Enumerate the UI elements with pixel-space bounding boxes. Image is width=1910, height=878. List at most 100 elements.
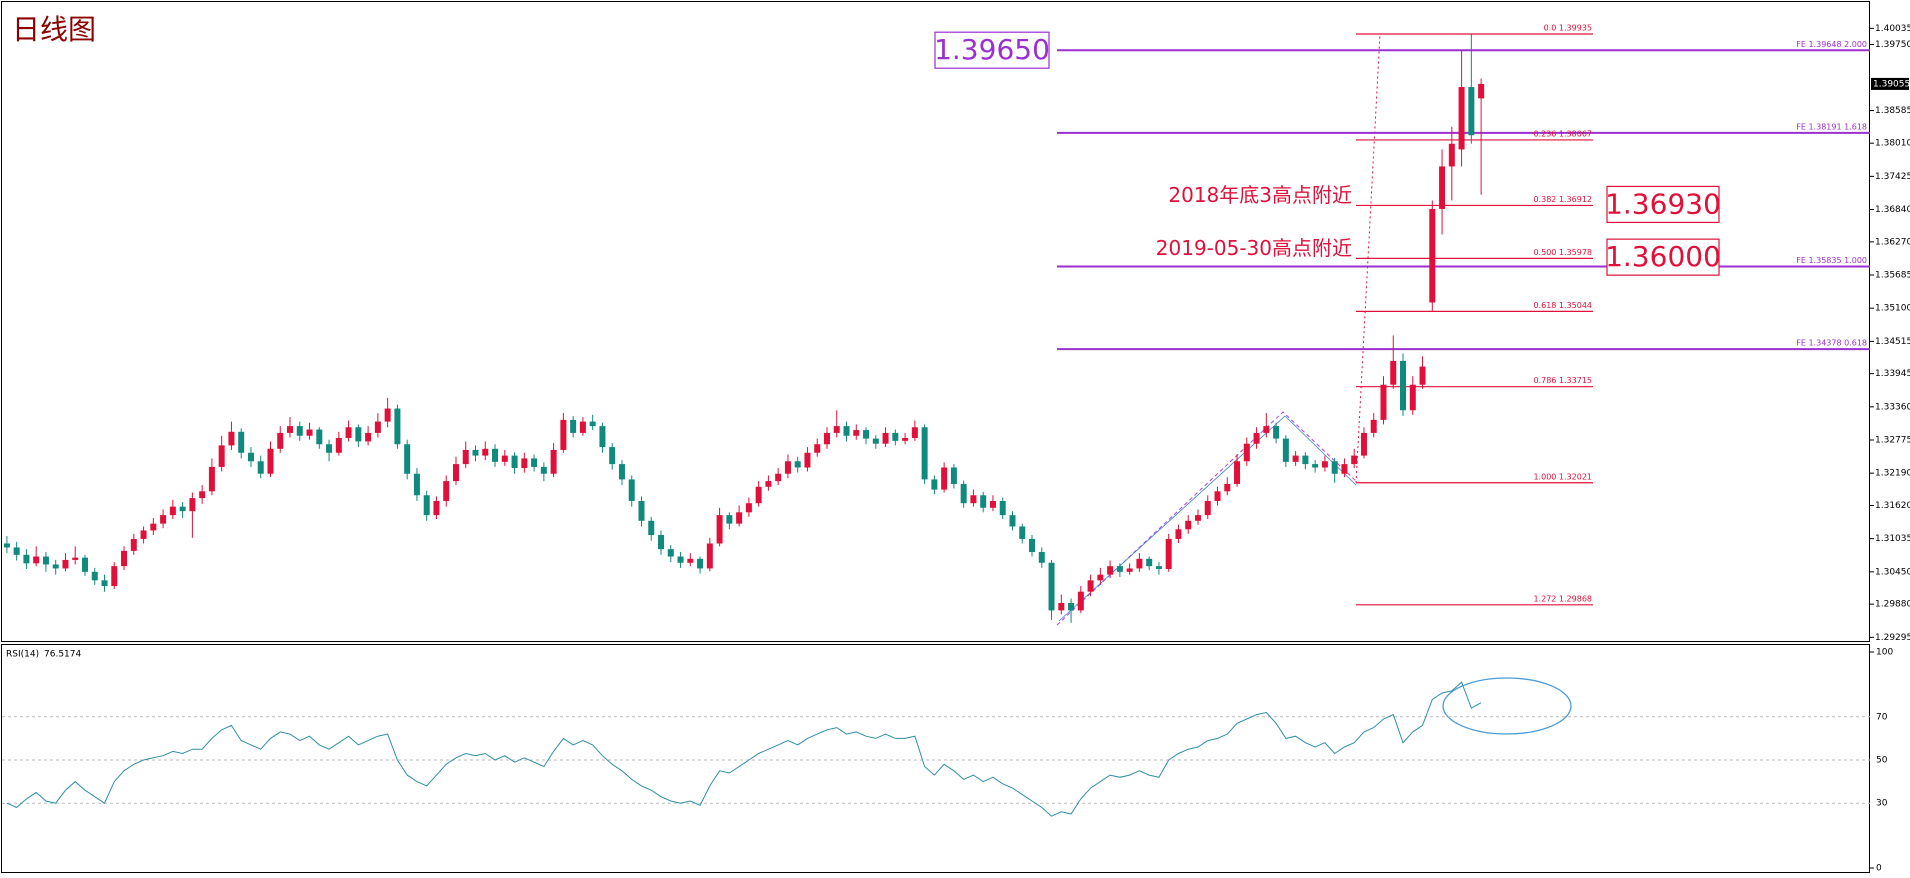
- y-tick-label: 1.38010: [1875, 139, 1910, 149]
- candle-body: [1077, 591, 1084, 611]
- candle-body: [902, 438, 909, 441]
- candle-body: [501, 455, 508, 462]
- candle-body: [1185, 520, 1192, 530]
- candle-body: [853, 430, 860, 436]
- current-price: 1.39055: [1873, 79, 1910, 89]
- candle-body: [911, 427, 918, 439]
- candle-body: [101, 580, 108, 587]
- candle-body: [179, 506, 186, 512]
- candle-body: [521, 458, 528, 469]
- candle-body: [892, 432, 899, 441]
- candle-body: [306, 429, 313, 436]
- rsi-title: RSI(14): [6, 650, 39, 660]
- y-tick-label: 1.32775: [1875, 436, 1910, 446]
- candle-body: [238, 431, 245, 453]
- candle-body: [208, 466, 215, 492]
- y-tick-label: 1.36270: [1875, 237, 1910, 247]
- fib-label: 0.382 1.36912: [1533, 195, 1592, 204]
- candle-body: [121, 550, 128, 567]
- candle-body: [413, 473, 420, 496]
- candle-body: [823, 432, 830, 445]
- candle-body: [531, 458, 538, 467]
- candle-body: [648, 520, 655, 535]
- candle-body: [589, 421, 596, 427]
- candle-body: [1282, 438, 1289, 462]
- candle-body: [1146, 558, 1153, 567]
- y-tick-label: 1.35100: [1875, 304, 1910, 314]
- candle-body: [228, 431, 235, 446]
- highlight-ellipse: [1442, 677, 1572, 735]
- candle-body: [1019, 526, 1026, 539]
- candle-body: [511, 455, 518, 469]
- candle-body: [199, 491, 206, 499]
- candle-body: [1224, 483, 1231, 492]
- price-callout-box: [1606, 185, 1720, 224]
- candle-body: [1458, 87, 1465, 150]
- candle-body: [950, 467, 957, 484]
- candle-body: [804, 452, 811, 468]
- y-tick-label: 1.29880: [1875, 600, 1910, 610]
- candle-body: [1234, 461, 1241, 484]
- candle-body: [189, 498, 196, 512]
- candle-body: [1468, 87, 1475, 136]
- candle-body: [677, 556, 684, 563]
- candle-body: [872, 438, 879, 444]
- rsi-tick-label: 70: [1876, 712, 1888, 722]
- candle-body: [736, 512, 743, 524]
- candle-body: [1429, 208, 1436, 303]
- candle-body: [1351, 455, 1358, 465]
- candle-body: [706, 543, 713, 569]
- candle-body: [81, 557, 88, 572]
- candle-body: [1126, 568, 1133, 572]
- candle-body: [628, 479, 635, 501]
- candle-body: [931, 479, 938, 490]
- candle-body: [1116, 566, 1123, 572]
- fib-label: 1.000 1.32021: [1533, 472, 1592, 481]
- candle-body: [989, 500, 996, 508]
- candle-body: [863, 430, 870, 439]
- fe-label: FE 1.34378 0.618: [1796, 339, 1867, 348]
- candle-body: [365, 432, 372, 442]
- candle-body: [443, 481, 450, 501]
- candle-body: [42, 556, 49, 565]
- candle-body: [335, 438, 342, 453]
- price-callout-box: [934, 31, 1050, 69]
- price-callout: 1.36000: [1605, 240, 1721, 273]
- candle-body: [1038, 551, 1045, 563]
- y-tick-label: 1.38585: [1875, 106, 1910, 116]
- price-callout: 1.39650: [934, 33, 1050, 66]
- candle-body: [1243, 443, 1250, 462]
- y-tick-label: 1.40035: [1875, 24, 1910, 34]
- y-tick-label: 1.30450: [1875, 567, 1910, 577]
- candle-body: [345, 427, 352, 439]
- y-tick-label: 1.29295: [1875, 633, 1910, 643]
- candle-body: [1370, 419, 1377, 433]
- y-tick-label: 1.36840: [1875, 205, 1910, 215]
- candle-body: [745, 503, 752, 513]
- candle-body: [472, 449, 479, 456]
- candle-body: [130, 538, 137, 551]
- candle-body: [150, 523, 157, 531]
- candle-body: [999, 500, 1006, 516]
- current-price-box: [1871, 77, 1909, 90]
- candle-body: [843, 426, 850, 436]
- candle-body: [765, 481, 772, 487]
- candle-body: [814, 444, 821, 453]
- candle-body: [1058, 603, 1065, 611]
- candle-body: [316, 429, 323, 445]
- fe-label: FE 1.38191 1.618: [1796, 122, 1867, 131]
- abcd-pattern: [1056, 411, 1357, 626]
- y-tick-label: 1.33360: [1875, 402, 1910, 412]
- fib-label: 1.272 1.29868: [1533, 594, 1592, 603]
- candle-body: [1175, 529, 1182, 539]
- candle-body: [550, 449, 557, 474]
- y-tick-label: 1.32190: [1875, 469, 1910, 479]
- fib-label: 0.500 1.35978: [1533, 248, 1592, 257]
- candle-body: [23, 554, 30, 564]
- candle-body: [1448, 143, 1455, 167]
- rsi-tick-label: 30: [1876, 799, 1888, 809]
- candle-body: [1253, 432, 1260, 444]
- chart-title: 日线图: [12, 13, 96, 46]
- fe-label: FE 1.39648 2.000: [1796, 40, 1867, 49]
- candle-body: [52, 564, 59, 569]
